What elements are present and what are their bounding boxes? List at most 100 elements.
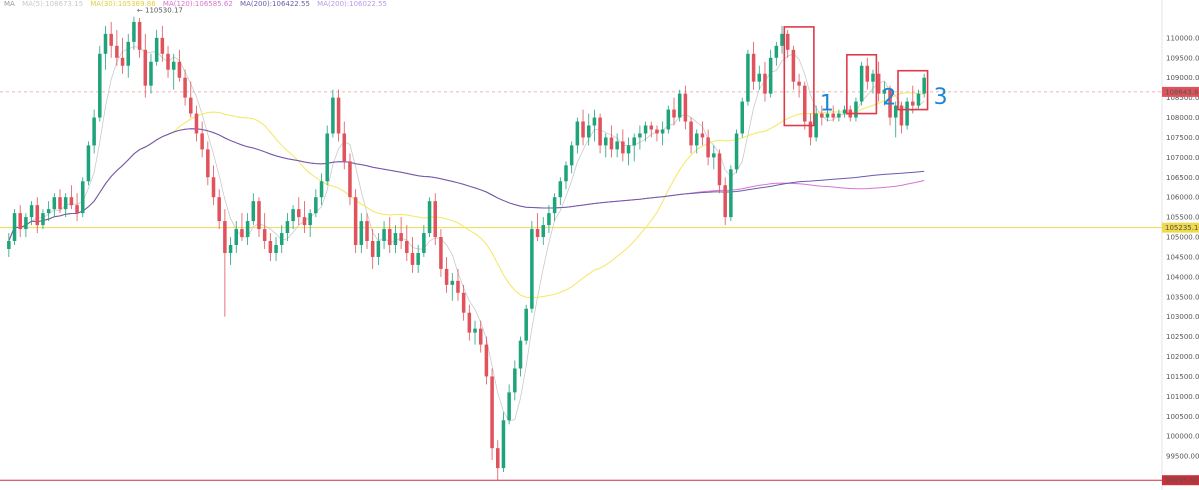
candle [200, 121, 204, 158]
candle [854, 97, 858, 122]
candle-body [234, 229, 239, 245]
candle-body [103, 33, 108, 54]
candle-body [552, 197, 557, 214]
candle-body [109, 33, 113, 46]
ma5-line [8, 46, 925, 422]
candle [467, 304, 472, 341]
candle-body [507, 392, 511, 421]
candle [393, 225, 398, 253]
candle [189, 81, 193, 118]
candle [456, 268, 460, 301]
candle-body [126, 41, 130, 66]
candle-body [69, 197, 74, 206]
candle-body [899, 105, 904, 126]
candle-body [882, 89, 887, 94]
candle-body [376, 241, 381, 257]
y-tick-label: 104500.00 [1166, 253, 1199, 261]
candle [740, 97, 744, 138]
candle [478, 320, 483, 353]
ma-legend: MA MA(5):108673.15 MA(30):105369.86 MA(1… [4, 0, 392, 9]
candle [12, 209, 17, 245]
candle-body [410, 252, 415, 265]
candle [803, 81, 807, 130]
candle [245, 213, 250, 245]
candle-body [336, 97, 341, 134]
candle-body [422, 233, 426, 253]
y-tick-label: 105000.00 [1166, 234, 1199, 242]
candle-body [564, 165, 568, 182]
candle-body [689, 121, 693, 146]
candle [535, 213, 540, 242]
candle-body [501, 420, 506, 469]
candle [319, 173, 324, 206]
y-tick-label: 108500.00 [1166, 94, 1199, 102]
candle-body [279, 233, 284, 245]
candle-body [803, 85, 807, 122]
price-axis: 110000.00 109500.00 109000.00 108500.00 1080… [1162, 34, 1199, 486]
candle [353, 189, 358, 253]
y-tick-label: 102000.00 [1166, 353, 1199, 361]
candle-body [490, 376, 494, 449]
y-tick-label: 99500.00 [1166, 453, 1199, 461]
y-tick-label: 106500.00 [1166, 174, 1199, 182]
candle-body [763, 73, 767, 94]
candle [223, 209, 227, 317]
candle-body [808, 121, 813, 138]
candle-body [353, 197, 358, 245]
candle [35, 197, 40, 234]
candle [58, 189, 62, 214]
annotation-box [846, 53, 878, 115]
candle-body [837, 113, 841, 118]
candle [507, 384, 511, 425]
candle-body [751, 53, 756, 82]
candle [882, 81, 887, 106]
candle [461, 284, 466, 321]
candle-body [683, 93, 688, 122]
grid-layer [0, 0, 1163, 490]
candle-body [302, 217, 307, 226]
candle [825, 105, 830, 122]
candle-body [598, 117, 602, 146]
candle [410, 237, 415, 273]
candle [484, 336, 489, 385]
candle-body [859, 65, 864, 102]
candle [257, 197, 261, 238]
candle [240, 213, 244, 242]
candle-body [189, 97, 193, 114]
candle [871, 69, 875, 94]
candle [547, 205, 551, 234]
candle-body [416, 252, 420, 265]
candle-body [626, 145, 631, 154]
candle-body [643, 125, 648, 134]
candle [75, 193, 79, 222]
candle [666, 105, 671, 134]
candle-body [842, 109, 847, 114]
candle-body [120, 57, 125, 66]
support-price-label: 105235.10 [1165, 224, 1199, 232]
candle [694, 129, 699, 154]
candle [365, 213, 369, 249]
candle [171, 53, 176, 90]
candle [473, 320, 477, 345]
candle [837, 109, 841, 122]
candle-body [655, 129, 659, 134]
candle-body [160, 37, 165, 54]
y-tick-label: 106000.00 [1166, 194, 1199, 202]
candle-body [632, 137, 636, 146]
candle-body [700, 133, 705, 138]
candle [18, 205, 22, 238]
candle [279, 225, 284, 253]
candle [598, 113, 602, 154]
candle-body [211, 177, 216, 198]
candle [655, 125, 659, 142]
legend-ma30: MA(30):105369.86 [90, 0, 156, 8]
candle [791, 45, 796, 90]
candle [166, 45, 170, 78]
candle-body [52, 197, 57, 210]
candle [700, 121, 705, 146]
candle-body [206, 149, 210, 178]
candle-body [780, 33, 784, 46]
candle [604, 133, 608, 158]
candle [132, 16, 136, 50]
